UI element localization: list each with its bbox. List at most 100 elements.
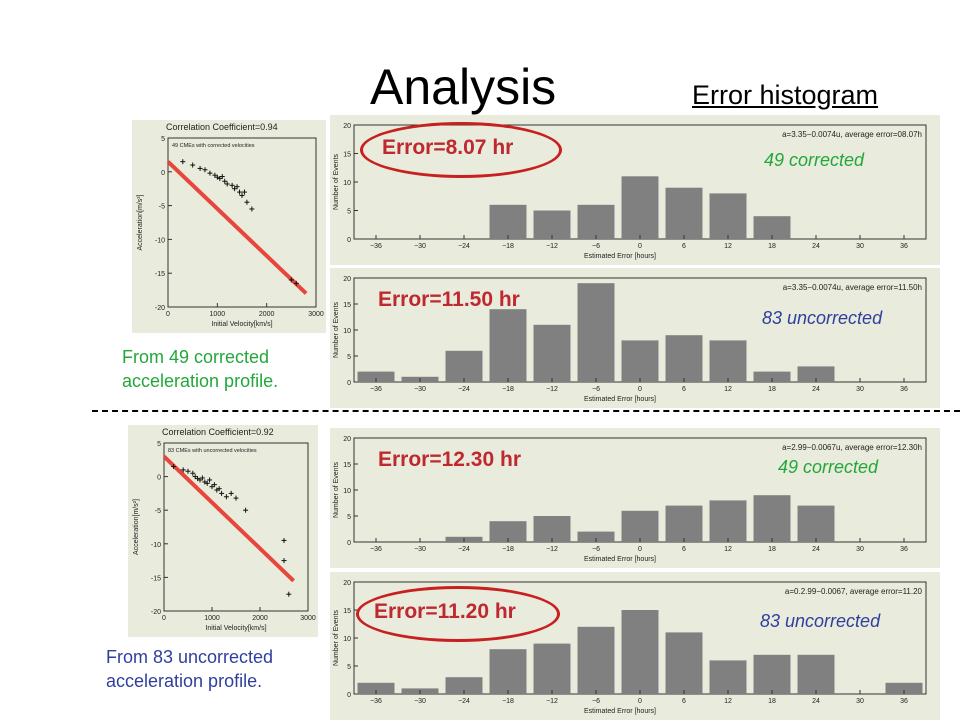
caption-corrected-line2: acceleration profile. (122, 371, 279, 391)
scatter-subtitle: 49 CMEs with corrected velocities (172, 143, 255, 149)
scatter-point (180, 467, 186, 473)
x-tick-label: −24 (458, 546, 470, 553)
x-tick-label: −18 (502, 386, 514, 393)
histogram-bar (577, 531, 615, 542)
x-tick-label: 1000 (204, 615, 220, 622)
histogram-bar (665, 187, 703, 239)
y-tick-label: 0 (347, 237, 351, 244)
y-tick-label: 0 (347, 540, 351, 547)
histogram-svg-5: 0 5 10 15 20 −36 −30 −24 −18 −12 −6 0 6 12 18 24 30 36 Est… (333, 580, 927, 715)
histogram-bar (621, 610, 659, 694)
histogram-bar (533, 210, 571, 239)
histogram-bar (533, 643, 571, 694)
y-tick-label: 0 (161, 170, 165, 177)
scatter-point (293, 280, 299, 286)
scatter-point (239, 192, 245, 198)
scatter-point (199, 475, 205, 481)
y-tick-label: 10 (343, 488, 351, 495)
histogram-bar (445, 350, 483, 382)
x-tick-label: 3000 (308, 311, 324, 318)
y-tick-label: 5 (161, 136, 165, 143)
histogram-svg-4: 0 5 10 15 20 −36 −30 −24 −18 −12 −6 0 6 12 18 24 30 36 Est… (333, 436, 927, 563)
histogram-bar (357, 682, 395, 694)
scatter-point (185, 468, 191, 474)
caption-corrected-line1: From 49 corrected (122, 347, 270, 367)
section-divider (92, 410, 960, 412)
y-tick-label: 5 (347, 514, 351, 521)
x-tick-label: 0 (166, 311, 170, 318)
x-tick-label: −18 (502, 546, 514, 553)
histogram-bar (753, 495, 791, 542)
fit-line (162, 454, 295, 583)
x-tick-label: 6 (682, 698, 686, 705)
scatter-point (224, 181, 230, 187)
histogram-bar (577, 283, 615, 382)
y-tick-label: 0 (347, 692, 351, 699)
x-tick-label: 24 (812, 243, 820, 250)
y-tick-label: 20 (343, 436, 351, 443)
y-tick-label: 5 (347, 354, 351, 361)
x-tick-label: −36 (370, 698, 382, 705)
x-tick-label: 36 (900, 698, 908, 705)
scatter-point (207, 477, 213, 483)
x-tick-label: −18 (502, 698, 514, 705)
y-tick-label: -5 (159, 204, 165, 211)
scatter-point (202, 167, 208, 173)
scatter-point (190, 470, 196, 476)
y-tick-label: -20 (151, 609, 161, 616)
histogram-bar (709, 500, 747, 542)
y-axis-label: Number of Events (333, 153, 340, 210)
scatter-point (228, 490, 234, 496)
fit-line (166, 160, 308, 295)
y-tick-label: 15 (343, 152, 351, 159)
scatter-point (190, 162, 196, 168)
x-tick-label: −30 (414, 546, 426, 553)
y-axis-label: Acceleration[m/s²] (133, 499, 140, 555)
x-tick-label: 18 (768, 546, 776, 553)
y-tick-label: 15 (343, 462, 351, 469)
section-subtitle: Error histogram (692, 80, 879, 110)
histogram-bar (665, 505, 703, 542)
x-tick-label: −12 (546, 698, 558, 705)
x-axis-label: Estimated Error [hours] (584, 253, 656, 260)
x-axis-label: Estimated Error [hours] (584, 396, 656, 403)
histogram-svg-2: 0 5 10 15 20 −36 −30 −24 −18 −12 −6 0 6 12 18 24 30 36 Est… (333, 123, 927, 260)
x-tick-label: −36 (370, 546, 382, 553)
fit-annotation: a=0.2.99−0.0067, average error=11.20 (785, 587, 923, 596)
scatter-plot-panel-2: Correlation Coefficient=0.92 83 CMEs with… (128, 425, 318, 637)
scatter-point (204, 480, 210, 486)
x-tick-label: 0 (162, 615, 166, 622)
scatter-svg-0: Correlation Coefficient=0.94 49 CMEs with… (137, 122, 324, 328)
y-tick-label: 5 (157, 441, 161, 448)
x-tick-label: 30 (856, 386, 864, 393)
y-tick-label: 0 (347, 380, 351, 387)
y-axis-label: Number of Events (333, 461, 340, 518)
x-tick-label: −24 (458, 243, 470, 250)
x-axis-label: Initial Velocity[km/s] (211, 321, 272, 328)
y-tick-label: 15 (343, 608, 351, 615)
scatter-point (243, 507, 249, 513)
histogram-bar (621, 510, 659, 542)
histogram-bar (489, 204, 527, 239)
x-tick-label: 30 (856, 698, 864, 705)
x-tick-label: 36 (900, 243, 908, 250)
x-tick-label: −6 (592, 546, 600, 553)
histogram-bar (753, 216, 791, 239)
x-tick-label: 30 (856, 243, 864, 250)
x-tick-label: 3000 (300, 615, 316, 622)
histogram-bar (797, 654, 835, 694)
scatter-point (288, 277, 294, 283)
fit-annotation: a=3.35−0.0074u, average error=08.07h (782, 130, 922, 139)
histogram-panel-2: 0 5 10 15 20 −36 −30 −24 −18 −12 −6 0 6 12 18 24 30 36 Est… (330, 268, 940, 408)
x-tick-label: 6 (682, 546, 686, 553)
x-tick-label: 36 (900, 546, 908, 553)
tag-corrected-2: 49 corrected (778, 457, 879, 477)
histogram-bar (533, 516, 571, 542)
x-tick-label: 0 (638, 386, 642, 393)
x-tick-label: −18 (502, 243, 514, 250)
tag-uncorrected-2: 83 uncorrected (760, 611, 881, 631)
error-label-1: Error=8.07 hr (382, 136, 514, 159)
y-tick-label: 20 (343, 123, 351, 130)
y-tick-label: 10 (343, 180, 351, 187)
x-tick-label: 24 (812, 386, 820, 393)
